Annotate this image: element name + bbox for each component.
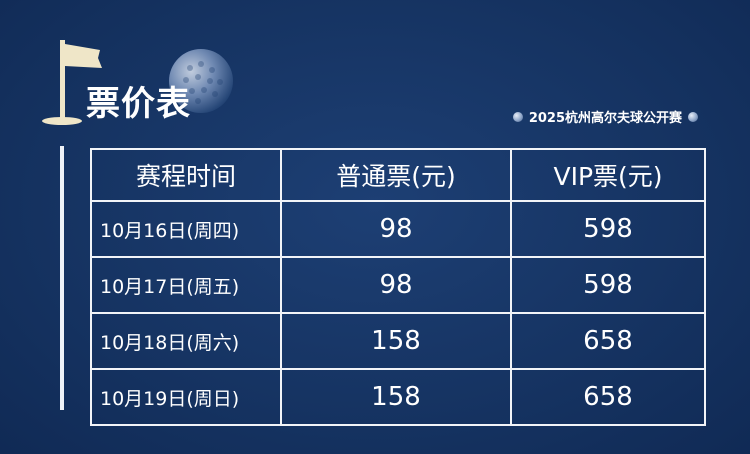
vip-price: 598 [510,200,706,258]
vip-price: 658 [510,312,706,370]
vertical-divider [60,146,64,410]
table-row: 10月17日(周五) 98 598 [90,256,706,314]
schedule-date: 10月18日(周六) [90,312,282,370]
column-header-schedule: 赛程时间 [90,148,282,202]
regular-price: 158 [280,312,512,370]
table-header-row: 赛程时间 普通票(元) VIP票(元) [90,148,706,202]
column-header-regular: 普通票(元) [280,148,512,202]
small-ball-icon [512,111,523,122]
schedule-date: 10月19日(周日) [90,368,282,426]
schedule-date: 10月16日(周四) [90,200,282,258]
table-row: 10月18日(周六) 158 658 [90,312,706,370]
table-row: 10月16日(周四) 98 598 [90,200,706,258]
ticket-price-table: 赛程时间 普通票(元) VIP票(元) 10月16日(周四) 98 598 10… [90,148,706,426]
page-title: 票价表 [86,84,191,124]
regular-price: 158 [280,368,512,426]
event-name: 2025杭州高尔夫球公开赛 [528,111,682,126]
vip-price: 658 [510,368,706,426]
small-ball-icon [688,111,698,122]
schedule-date: 10月17日(周五) [90,256,282,314]
column-header-vip: VIP票(元) [510,148,706,202]
vip-price: 598 [510,256,706,314]
golf-flag-icon [42,40,102,125]
regular-price: 98 [280,200,512,258]
regular-price: 98 [280,256,512,314]
event-name-tag: 2025杭州高尔夫球公开赛 [512,107,698,126]
table-row: 10月19日(周日) 158 658 [90,368,706,426]
golf-ball-icon [169,49,233,113]
